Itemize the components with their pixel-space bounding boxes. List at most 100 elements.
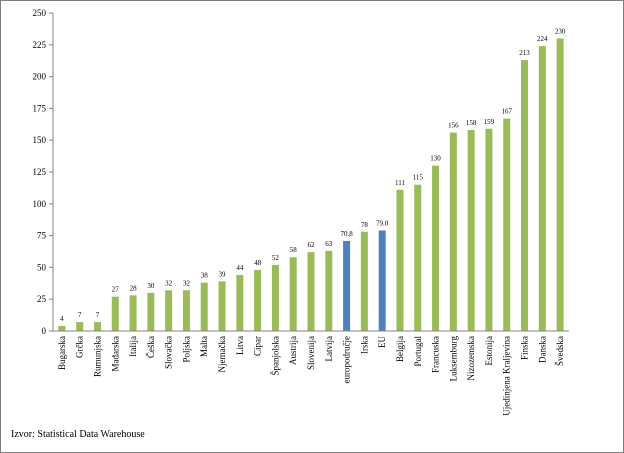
data-label-14: 62 bbox=[308, 241, 316, 249]
data-label-21: 130 bbox=[430, 155, 441, 163]
data-label-24: 159 bbox=[484, 118, 495, 126]
bar-25 bbox=[503, 118, 511, 332]
category-label-7: Poljska bbox=[181, 336, 191, 363]
data-label-16: 70.8 bbox=[340, 230, 353, 238]
category-label-22: Luksemburg bbox=[448, 336, 458, 382]
data-label-19: 111 bbox=[395, 179, 405, 187]
data-label-6: 32 bbox=[165, 279, 173, 287]
category-label-24: Estonija bbox=[484, 336, 494, 366]
category-labels-group: Bugarska Grčka Rumunjska Mađarska Italija Češ… bbox=[57, 336, 565, 416]
bar-8 bbox=[200, 282, 208, 331]
category-label-25: Ujedinjena Kraljevina bbox=[502, 336, 512, 416]
category-label-5: Češka bbox=[146, 336, 156, 358]
bar-10 bbox=[236, 275, 244, 331]
data-label-5: 30 bbox=[147, 282, 155, 290]
bar-26 bbox=[521, 60, 529, 332]
category-label-27: Danska bbox=[537, 336, 547, 363]
bar-11 bbox=[254, 269, 262, 331]
bar-23 bbox=[467, 130, 475, 331]
y-tick-label: 125 bbox=[33, 167, 47, 177]
data-label-0: 4 bbox=[60, 315, 64, 323]
data-label-10: 44 bbox=[236, 264, 244, 272]
bar-3 bbox=[111, 296, 119, 331]
bar-7 bbox=[182, 290, 190, 331]
bar-2 bbox=[93, 322, 101, 331]
bar-28 bbox=[556, 38, 564, 331]
data-label-25: 167 bbox=[501, 108, 512, 116]
category-label-21: Francuska bbox=[431, 336, 441, 373]
bar-17 bbox=[360, 231, 368, 331]
data-label-22: 156 bbox=[448, 122, 459, 130]
bar-27 bbox=[538, 46, 546, 332]
data-labels-group: 4 7 7 27 28 30 32 32 38 39 44 48 52 58 62 63 70.8 78 79.0 1… bbox=[60, 27, 566, 322]
bar-16 bbox=[343, 240, 351, 331]
bar-15 bbox=[325, 250, 333, 331]
bar-0 bbox=[58, 325, 66, 331]
data-label-1: 7 bbox=[78, 311, 82, 319]
bar-4 bbox=[129, 295, 137, 331]
y-tick-label: 50 bbox=[37, 262, 47, 272]
source-note: Izvor: Statistical Data Warehouse bbox=[11, 429, 145, 440]
bar-19 bbox=[396, 189, 404, 331]
y-axis-ticks: 0 25 50 75 100 125 150 175 200 225 250 bbox=[33, 8, 53, 336]
bar-24 bbox=[485, 128, 493, 331]
bar-5 bbox=[147, 292, 155, 331]
bar-9 bbox=[218, 281, 226, 331]
y-tick-label: 150 bbox=[33, 135, 47, 145]
category-label-14: Slovenija bbox=[306, 336, 316, 370]
category-label-28: Švedska bbox=[555, 336, 565, 366]
data-label-11: 48 bbox=[254, 259, 262, 267]
category-label-3: Mađarska bbox=[110, 336, 120, 372]
category-label-23: Nizozemska bbox=[466, 336, 476, 380]
category-label-19: Belgija bbox=[395, 336, 405, 362]
y-tick-label: 0 bbox=[42, 326, 47, 336]
category-label-13: Austrija bbox=[288, 336, 298, 365]
bar-12 bbox=[271, 264, 279, 331]
data-label-12: 52 bbox=[272, 254, 280, 262]
category-label-18: EU bbox=[377, 336, 387, 348]
bar-13 bbox=[289, 257, 297, 331]
data-label-7: 32 bbox=[183, 279, 191, 287]
bar-14 bbox=[307, 252, 315, 331]
data-label-17: 78 bbox=[361, 221, 369, 229]
category-label-8: Malta bbox=[199, 336, 209, 357]
data-label-15: 63 bbox=[325, 240, 333, 248]
category-label-20: Portugal bbox=[413, 336, 423, 367]
y-tick-label: 225 bbox=[33, 40, 47, 50]
bar-20 bbox=[414, 184, 422, 331]
data-label-13: 58 bbox=[290, 246, 298, 254]
category-label-15: Latvija bbox=[324, 336, 334, 362]
bars-group bbox=[58, 38, 564, 332]
category-label-26: Finska bbox=[520, 336, 530, 360]
category-label-12: Španjolska bbox=[270, 336, 280, 376]
y-tick-label: 250 bbox=[33, 8, 47, 18]
category-label-10: Litva bbox=[235, 336, 245, 355]
bar-6 bbox=[165, 290, 173, 331]
data-label-9: 39 bbox=[219, 270, 227, 278]
data-label-18: 79.0 bbox=[376, 220, 389, 228]
bar-18 bbox=[378, 230, 386, 331]
category-label-17: Irska bbox=[359, 336, 369, 354]
data-label-3: 27 bbox=[112, 286, 120, 294]
data-label-28: 230 bbox=[555, 27, 566, 35]
y-tick-label: 25 bbox=[37, 294, 47, 304]
y-tick-label: 175 bbox=[33, 103, 47, 113]
category-label-4: Italija bbox=[128, 336, 138, 357]
bar-1 bbox=[76, 322, 84, 331]
data-label-27: 224 bbox=[537, 35, 548, 43]
category-label-0: Bugarska bbox=[57, 336, 67, 370]
y-tick-label: 100 bbox=[33, 199, 47, 209]
category-label-9: Njemačka bbox=[217, 336, 227, 372]
data-label-8: 38 bbox=[201, 272, 209, 280]
data-label-23: 158 bbox=[466, 119, 477, 127]
bar-22 bbox=[449, 132, 457, 331]
y-tick-label: 200 bbox=[33, 72, 47, 82]
category-label-11: Cipar bbox=[253, 336, 263, 356]
bar-21 bbox=[432, 165, 440, 331]
data-label-4: 28 bbox=[130, 284, 138, 292]
category-label-2: Rumunjska bbox=[92, 336, 102, 377]
y-tick-label: 75 bbox=[37, 231, 47, 241]
data-label-26: 213 bbox=[519, 49, 530, 57]
category-label-6: Slovačka bbox=[164, 336, 174, 369]
